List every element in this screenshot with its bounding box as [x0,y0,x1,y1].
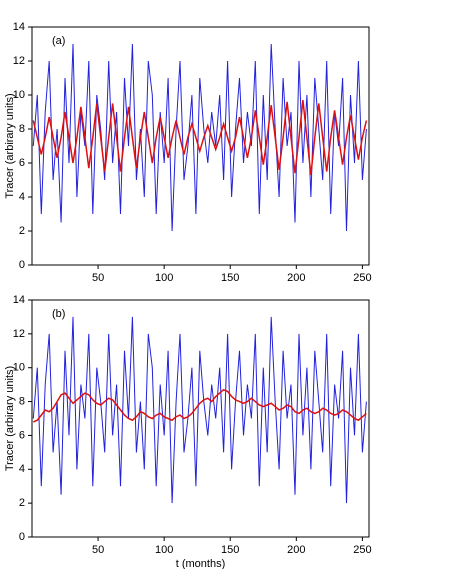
plot-frame [31,26,370,266]
y-tick-label: 0 [19,259,25,271]
y-tick-label: 12 [13,328,25,340]
x-tick-label: 150 [221,544,239,556]
x-axis-label: t (months) [176,558,226,569]
data-line [32,100,368,175]
y-tick-label: 10 [13,362,25,374]
y-tick-label: 12 [13,55,25,67]
y-tick-label: 0 [19,531,25,543]
x-tick-label: 50 [92,544,104,556]
y-tick-label: 10 [13,89,25,101]
panel-label: (a) [52,35,65,47]
y-tick-label: 4 [19,191,25,203]
x-tick-label: 250 [353,544,371,556]
plot-frame [31,299,370,538]
data-line [32,43,367,232]
y-tick-label: 6 [19,157,25,169]
y-tick-label: 8 [19,395,25,407]
x-tick-label: 250 [353,272,371,284]
y-axis-label: Tracer (arbirary units) [4,366,16,471]
x-tick-label: 150 [221,272,239,284]
y-tick-label: 6 [19,429,25,441]
data-line [32,316,367,504]
y-tick-label: 14 [13,294,25,306]
x-tick-label: 50 [92,272,104,284]
y-tick-label: 8 [19,123,25,135]
x-tick-label: 100 [155,272,173,284]
y-tick-label: 2 [19,497,25,509]
panel-label: (b) [52,308,65,320]
data-line [33,388,367,423]
y-axis-label: Tracer (arbirary units) [4,93,16,198]
x-tick-label: 200 [287,272,305,284]
y-tick-label: 2 [19,225,25,237]
y-tick-label: 14 [13,21,25,33]
x-tick-label: 200 [287,544,305,556]
x-tick-label: 100 [155,544,173,556]
y-tick-label: 4 [19,463,25,475]
